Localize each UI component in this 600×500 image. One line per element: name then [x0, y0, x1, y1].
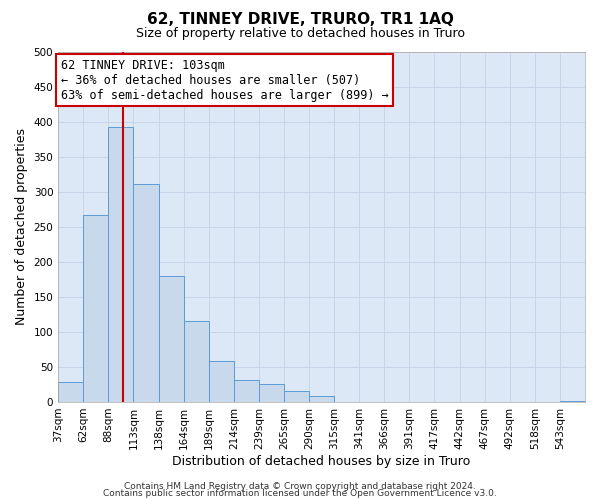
Bar	[560, 400, 585, 402]
Bar	[209, 362, 234, 402]
Text: 62, TINNEY DRIVE, TRURO, TR1 1AQ: 62, TINNEY DRIVE, TRURO, TR1 1AQ	[146, 12, 454, 28]
Bar	[309, 396, 334, 402]
Bar	[234, 380, 259, 402]
Bar	[259, 384, 284, 402]
Text: Contains HM Land Registry data © Crown copyright and database right 2024.: Contains HM Land Registry data © Crown c…	[124, 482, 476, 491]
Bar	[133, 184, 158, 402]
Text: 62 TINNEY DRIVE: 103sqm
← 36% of detached houses are smaller (507)
63% of semi-d: 62 TINNEY DRIVE: 103sqm ← 36% of detache…	[61, 58, 389, 102]
Text: Size of property relative to detached houses in Truro: Size of property relative to detached ho…	[136, 28, 464, 40]
Bar	[284, 390, 309, 402]
Bar	[184, 320, 209, 402]
Bar	[158, 276, 184, 402]
Bar	[58, 382, 83, 402]
Bar	[83, 215, 109, 402]
X-axis label: Distribution of detached houses by size in Truro: Distribution of detached houses by size …	[172, 454, 471, 468]
Y-axis label: Number of detached properties: Number of detached properties	[15, 128, 28, 325]
Text: Contains public sector information licensed under the Open Government Licence v3: Contains public sector information licen…	[103, 489, 497, 498]
Bar	[109, 127, 133, 402]
